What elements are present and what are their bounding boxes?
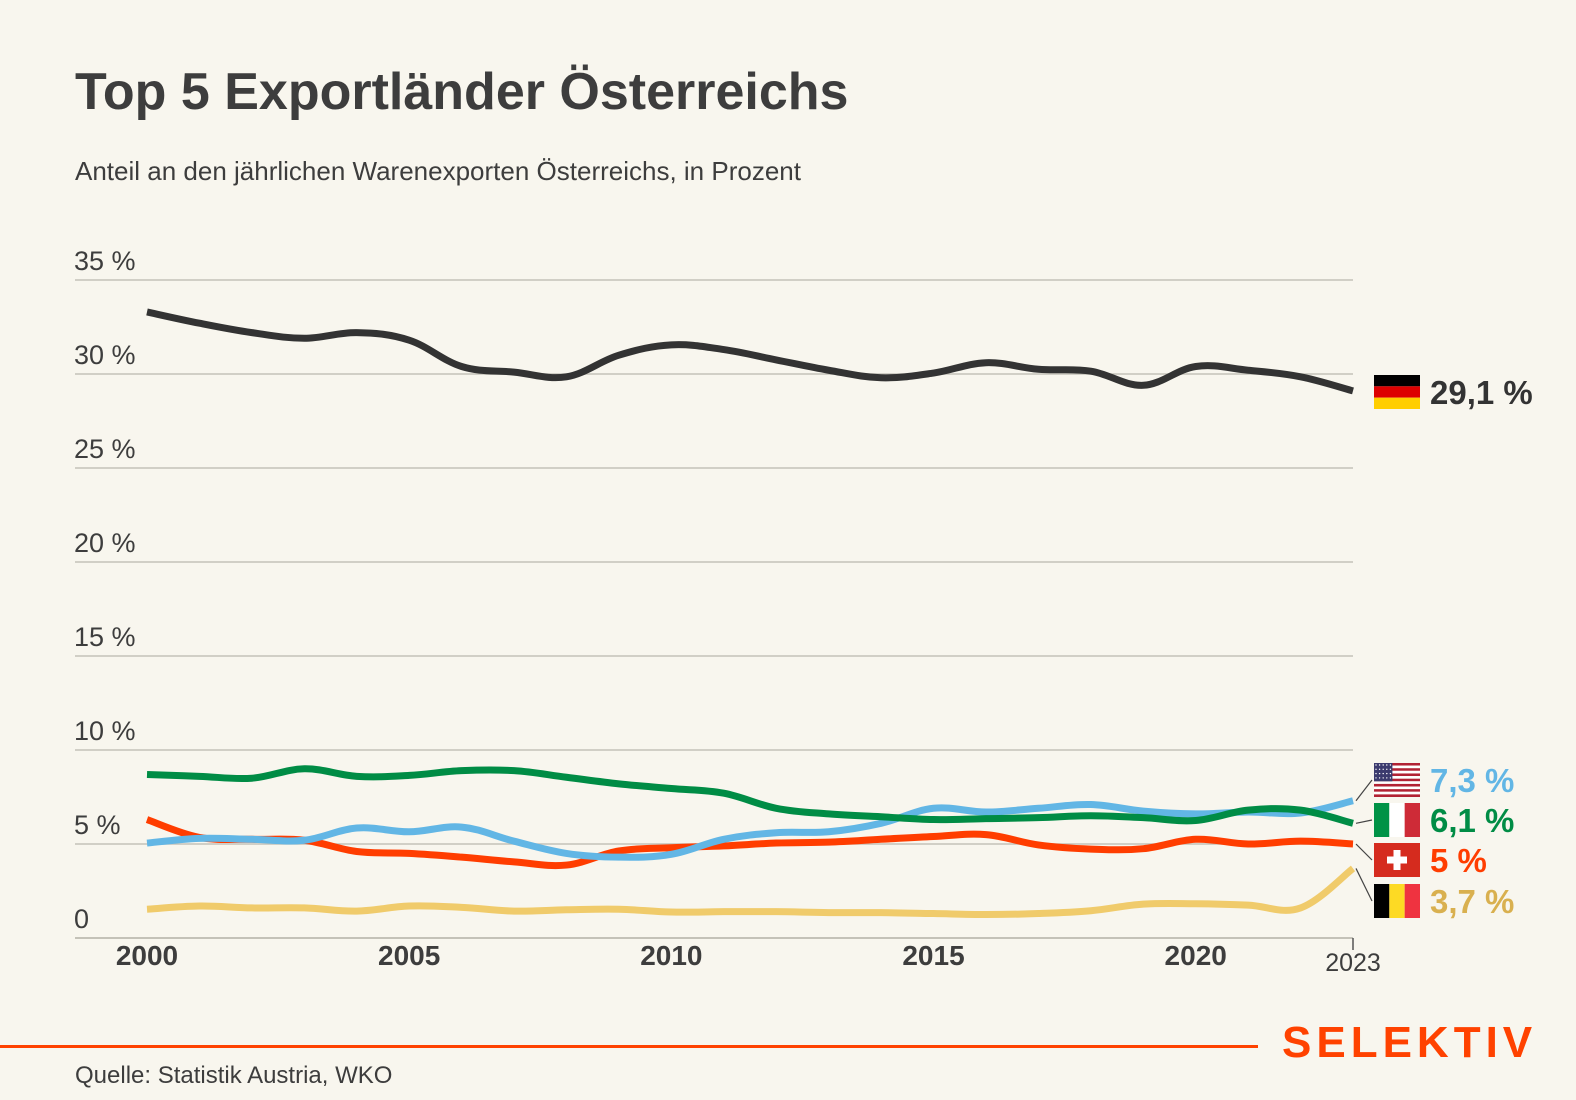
y-tick-label: 0: [74, 904, 89, 934]
x-tick-label: 2015: [902, 940, 964, 971]
y-tick-label: 20 %: [74, 528, 136, 558]
x-tick-label: 2000: [116, 940, 178, 971]
series-line-usa: [146, 797, 1354, 861]
y-tick-label: 30 %: [74, 340, 136, 370]
end-label-belgien: 3,7 %: [1430, 883, 1514, 920]
y-tick-label: 25 %: [74, 434, 136, 464]
y-tick-label: 15 %: [74, 622, 136, 652]
line-chart: 0 5 % 10 % 15 % 20 % 25 % 30 % 35 % 2000 2005 201…: [74, 246, 1533, 977]
footer-divider: [0, 1045, 1258, 1048]
leader-line: [1355, 819, 1373, 824]
end-label-schweiz: 5 %: [1430, 842, 1487, 879]
series-line-schweiz: [145, 816, 1354, 870]
x-tick-label: 2010: [640, 940, 702, 971]
end-label-deutschland: 29,1 %: [1430, 374, 1533, 411]
y-tick-label: 10 %: [74, 716, 136, 746]
source-note: Quelle: Statistik Austria, WKO: [75, 1062, 393, 1089]
y-tick-label: 35 %: [74, 246, 136, 276]
gridlines: [75, 279, 1353, 939]
brand-logo: SELEKTIV: [1282, 1018, 1538, 1067]
x-tick-label: 2023: [1325, 949, 1381, 977]
x-tick-label: 2005: [378, 940, 440, 971]
x-tick-label: 2020: [1165, 940, 1227, 971]
series-line-deutschland: [146, 308, 1354, 395]
y-axis-labels: 0 5 % 10 % 15 % 20 % 25 % 30 % 35 %: [74, 246, 136, 934]
chart-title: Top 5 Exportländer Österreichs: [75, 63, 849, 121]
series-lines: [145, 308, 1356, 918]
y-tick-label: 5 %: [74, 810, 121, 840]
end-label-usa: 7,3 %: [1430, 762, 1514, 799]
flag-switzerland-icon: [1374, 843, 1420, 877]
leader-line: [1355, 868, 1373, 902]
x-axis-labels: 2000 2005 2010 2015 2020 2023: [116, 938, 1381, 977]
flag-belgium-icon: [1374, 884, 1420, 918]
end-label-italien: 6,1 %: [1430, 802, 1514, 839]
leader-line: [1355, 779, 1373, 802]
flag-icons: [1374, 375, 1420, 918]
leader-line: [1355, 843, 1373, 861]
flag-usa-icon: [1374, 763, 1420, 797]
flag-germany-icon: [1374, 375, 1420, 409]
flag-italy-icon: [1374, 803, 1420, 837]
chart-subtitle: Anteil an den jährlichen Warenexporten Ö…: [75, 156, 801, 186]
end-labels: 29,1 % 7,3 %6,1 %5 % 3,7 %: [1430, 374, 1533, 920]
leader-lines: [1355, 779, 1373, 902]
series-line-belgien: [146, 865, 1356, 918]
series-line-italien: [146, 765, 1354, 827]
